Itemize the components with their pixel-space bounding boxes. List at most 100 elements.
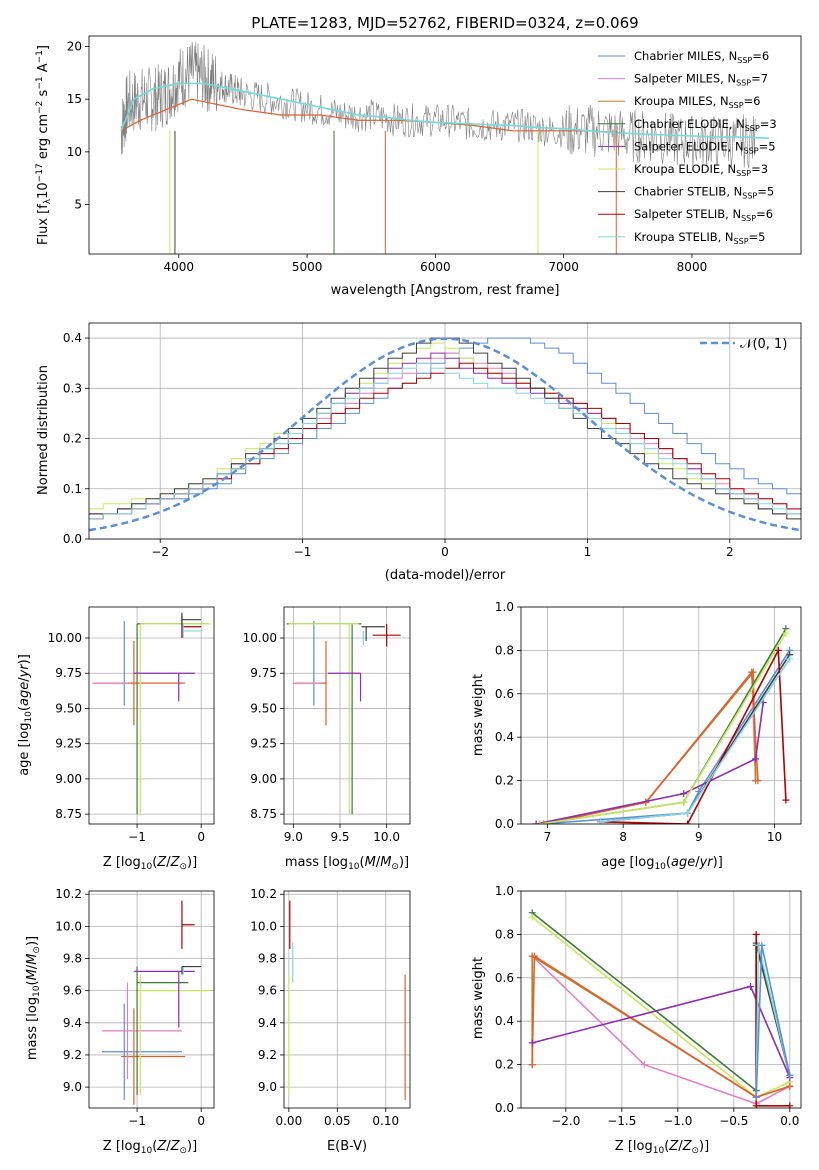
y-tick-label: 20 — [67, 40, 82, 54]
legend-subscript: SSP — [736, 169, 751, 178]
x-tick-label: −1 — [128, 830, 146, 844]
weight-marker — [536, 820, 544, 824]
x-tick-label: 10.0 — [373, 830, 400, 844]
y-tick-label: 9.0 — [258, 1080, 277, 1094]
weight-marker — [786, 1102, 794, 1108]
x-tick-label: 9.0 — [284, 830, 303, 844]
legend-subscript: SSP — [737, 56, 752, 65]
y-tick-label: 9.25 — [55, 737, 82, 751]
orange-model-line — [120, 98, 622, 134]
y-tick-label: 9.75 — [250, 666, 277, 680]
x-tick-label: 9.5 — [330, 830, 349, 844]
x-tick-label: −0.5 — [719, 1114, 748, 1128]
legend-label: Kroupa STELIB, NSSP=5 — [634, 230, 765, 246]
x-tick-label: 7000 — [548, 260, 579, 274]
y-tick-label: 0.4 — [495, 1014, 514, 1028]
legend-count: =6 — [752, 49, 769, 63]
spectrum-panel: PLATE=1283, MJD=52762, FIBERID=0324, z=0… — [35, 14, 802, 298]
legend-label: Kroupa ELODIE, NSSP=3 — [634, 162, 768, 178]
legend-count: =3 — [760, 117, 777, 131]
y-tick-label: 9.00 — [55, 772, 82, 786]
x-tick-label: 0 — [197, 1114, 205, 1128]
legend-subscript: SSP — [734, 237, 749, 246]
legend-label: Chabrier ELODIE, NSSP=3 — [634, 117, 777, 133]
weight-marker — [782, 629, 790, 637]
weight-marker — [752, 1102, 760, 1108]
y-tick-label: 0.3 — [63, 381, 82, 395]
legend-subscript: SSP — [744, 146, 759, 155]
weight-marker — [752, 930, 760, 938]
age-vs-mass-xlabel: mass [log10(M/M⊙)] — [285, 855, 409, 872]
y-tick-label: 1.0 — [495, 884, 514, 898]
weight-line — [600, 647, 787, 824]
y-tick-label: 9.8 — [63, 952, 82, 966]
x-tick-label: −2.0 — [551, 1114, 580, 1128]
y-tick-label: 9.4 — [63, 1016, 82, 1030]
weight-line — [535, 702, 764, 824]
weight-marker — [640, 1061, 648, 1069]
y-tick-label: 9.75 — [55, 666, 82, 680]
y-tick-label: 9.6 — [63, 984, 82, 998]
weight-vs-age-xlabel: age [log10(age/yr)] — [601, 855, 723, 872]
legend-count: =6 — [744, 94, 761, 108]
y-tick-label: 0.0 — [495, 1101, 514, 1115]
x-tick-label: −1 — [128, 1114, 146, 1128]
y-tick-label: 0.2 — [495, 774, 514, 788]
y-tick-label: 10.00 — [48, 631, 82, 645]
legend-label: Salpeter ELODIE, NSSP=5 — [634, 139, 776, 155]
legend-count: =6 — [756, 207, 773, 221]
x-tick-label: 10 — [767, 830, 782, 844]
weight-marker — [532, 820, 540, 824]
weight-marker — [528, 1061, 536, 1069]
legend-label: Chabrier MILES, NSSP=6 — [634, 49, 769, 65]
x-tick-label: −1.5 — [607, 1114, 636, 1128]
y-tick-label: 9.25 — [250, 737, 277, 751]
y-tick-label: 10.2 — [55, 887, 82, 901]
y-tick-label: 0.8 — [495, 927, 514, 941]
x-tick-label: 1 — [584, 545, 592, 559]
mass-vs-metallicity-plot-area: −1 0 9.0 9.2 9.4 9.6 9.8 10.0 10.2 — [55, 887, 215, 1128]
mass-vs-extinction-plot-area: 0.00 0.05 0.10 9.0 9.2 9.4 9.6 9.8 10.0 10.2 — [250, 887, 411, 1128]
y-tick-label: 0.0 — [495, 817, 514, 831]
legend-label: Salpeter MILES, NSSP=7 — [634, 72, 768, 88]
y-tick-label: 0.2 — [63, 432, 82, 446]
weight-vs-metallicity-plot-area: −2.0 −1.5 −1.0 −0.5 0.0 0.0 0.2 0.4 0.6 0.8 1.0 — [495, 884, 802, 1128]
weight-vs-metallicity-panel: −2.0 −1.5 −1.0 −0.5 0.0 0.0 0.2 0.4 0.6 0.8 1.0 Z … — [471, 884, 802, 1156]
legend-count: =5 — [749, 230, 766, 244]
mass-vs-metallicity-ylabel: mass [log10(M/M⊙)] — [25, 936, 42, 1060]
y-tick-label: 9.6 — [258, 984, 277, 998]
residual-histogram-panel: −2 −1 0 1 2 0.0 0.1 0.2 0.3 0.4 (data-model)/erro… — [36, 322, 802, 583]
y-tick-label: 10 — [67, 145, 82, 159]
age-vs-mass-panel: 9.0 9.5 10.0 8.75 9.00 9.25 9.50 9.75 10.00 mass… — [243, 606, 411, 872]
spectrum-ylabel: Flux [fλ10−17 erg cm−2 s−1 A−1] — [35, 45, 53, 245]
axes-frame — [283, 890, 411, 1109]
weight-marker — [683, 809, 691, 817]
legend-count: =3 — [751, 162, 768, 176]
legend-count: =5 — [759, 139, 776, 153]
errorbars — [101, 900, 211, 1105]
x-tick-label: 0.05 — [324, 1114, 351, 1128]
y-tick-label: 10.00 — [243, 631, 277, 645]
spectrum-lines — [120, 41, 769, 254]
age-vs-metallicity-plot-area: −1 0 8.75 9.00 9.25 9.50 9.75 10.00 — [48, 606, 215, 844]
x-tick-label: −2 — [151, 545, 169, 559]
y-tick-label: 8.75 — [250, 807, 277, 821]
y-tick-label: 0.4 — [495, 730, 514, 744]
weight-marker — [528, 1039, 536, 1047]
legend-label: Salpeter STELIB, NSSP=6 — [634, 207, 773, 223]
age-vs-mass-plot-area: 9.0 9.5 10.0 8.75 9.00 9.25 9.50 9.75 10.00 — [243, 606, 411, 844]
weight-vs-age-panel: 7 8 9 10 0.0 0.2 0.4 0.6 0.8 1.0 age [log10(age/y… — [471, 600, 802, 872]
spectrum-plot-area: 4000 5000 6000 7000 8000 5 10 15 20 — [67, 35, 802, 274]
weight-marker — [758, 941, 766, 949]
y-tick-label: 9.8 — [258, 952, 277, 966]
x-tick-label: 0.00 — [275, 1114, 302, 1128]
residual-legend: 𝒩(0, 1) — [700, 337, 787, 352]
axes-frame — [88, 322, 802, 540]
x-tick-label: 2 — [726, 545, 734, 559]
legend-subscript: SSP — [729, 101, 744, 110]
spectrum-xlabel: wavelength [Angstrom, rest frame] — [331, 283, 560, 298]
y-tick-label: 8.75 — [55, 807, 82, 821]
errorbars — [288, 900, 406, 1100]
axes-frame — [88, 35, 802, 255]
